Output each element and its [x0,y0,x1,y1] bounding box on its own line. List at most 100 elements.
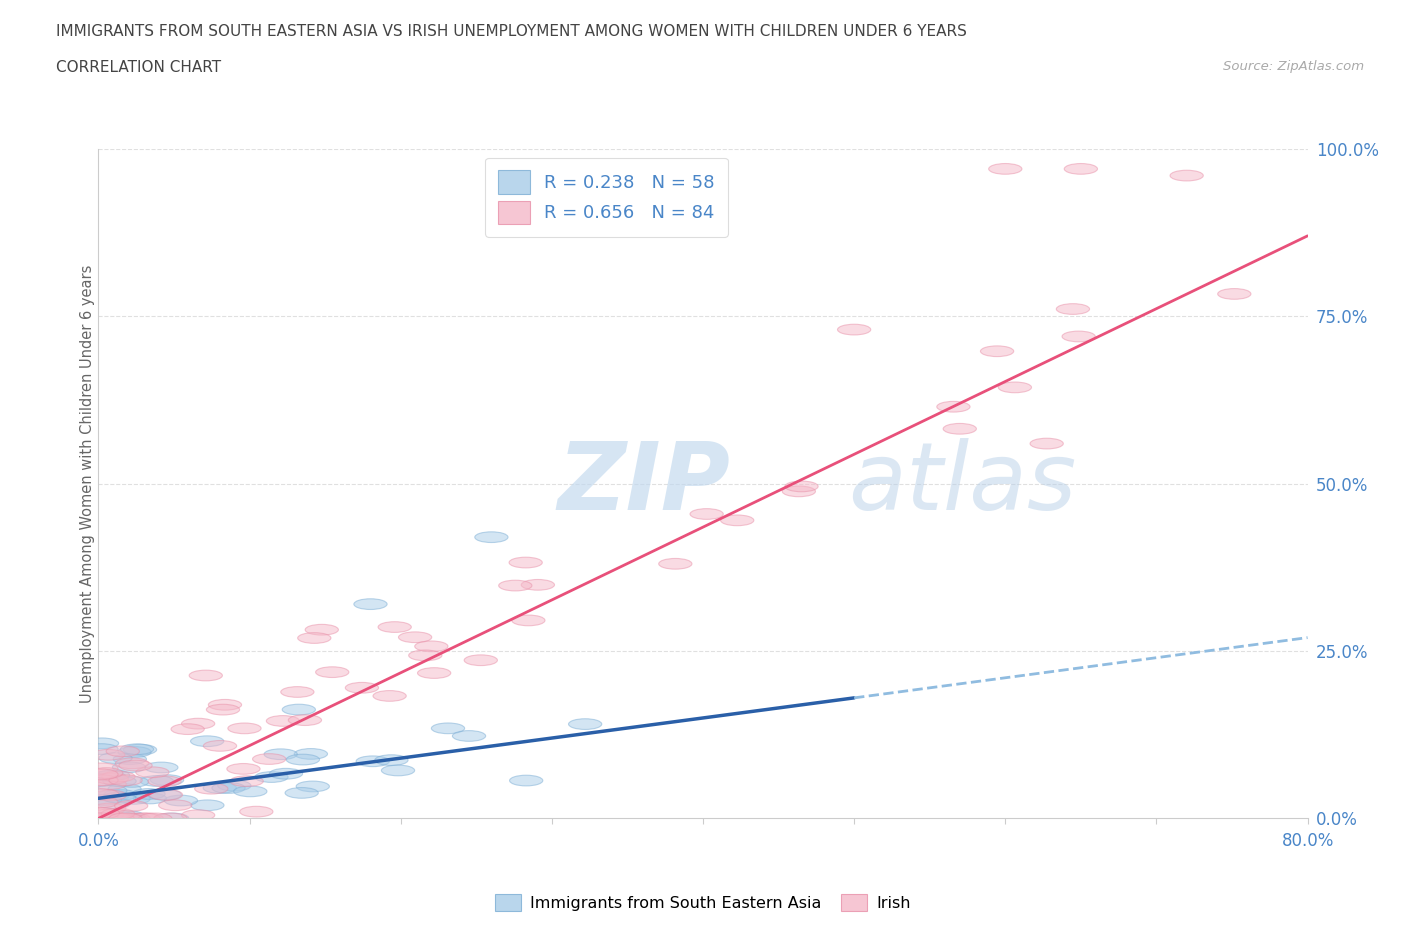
Ellipse shape [1064,164,1098,174]
Ellipse shape [181,718,215,729]
Ellipse shape [84,744,118,754]
Ellipse shape [297,781,329,791]
Ellipse shape [156,813,188,824]
Ellipse shape [943,423,976,434]
Ellipse shape [84,813,118,824]
Ellipse shape [1056,304,1090,314]
Ellipse shape [980,346,1014,356]
Ellipse shape [93,804,127,814]
Ellipse shape [782,486,815,497]
Ellipse shape [136,767,169,777]
Ellipse shape [93,813,127,824]
Ellipse shape [148,776,181,787]
Ellipse shape [117,793,150,804]
Text: CORRELATION CHART: CORRELATION CHART [56,60,221,75]
Ellipse shape [204,740,236,751]
Ellipse shape [354,599,387,609]
Ellipse shape [101,771,135,782]
Ellipse shape [281,686,314,698]
Ellipse shape [288,715,322,725]
Ellipse shape [190,671,222,681]
Ellipse shape [522,579,554,591]
Ellipse shape [91,750,125,760]
Ellipse shape [117,813,150,824]
Ellipse shape [936,402,970,412]
Ellipse shape [121,744,153,754]
Ellipse shape [148,790,181,800]
Ellipse shape [90,809,124,820]
Ellipse shape [464,655,498,666]
Ellipse shape [475,532,508,542]
Ellipse shape [239,806,273,817]
Ellipse shape [346,683,378,693]
Ellipse shape [94,785,127,796]
Ellipse shape [228,723,262,734]
Ellipse shape [84,769,118,779]
Ellipse shape [499,580,531,591]
Ellipse shape [124,744,156,755]
Ellipse shape [134,793,166,804]
Ellipse shape [294,749,328,759]
Ellipse shape [285,788,318,798]
Ellipse shape [86,737,118,749]
Ellipse shape [104,790,136,801]
Ellipse shape [159,800,191,811]
Ellipse shape [150,775,184,786]
Ellipse shape [453,731,485,741]
Ellipse shape [266,715,299,726]
Ellipse shape [84,813,118,824]
Ellipse shape [98,813,132,824]
Ellipse shape [415,641,449,652]
Ellipse shape [93,771,125,781]
Ellipse shape [101,813,134,824]
Ellipse shape [118,747,150,757]
Ellipse shape [432,723,464,734]
Ellipse shape [111,811,145,821]
Ellipse shape [90,767,122,778]
Ellipse shape [115,777,149,788]
Ellipse shape [108,775,142,786]
Ellipse shape [212,783,245,793]
Ellipse shape [127,813,160,824]
Y-axis label: Unemployment Among Women with Children Under 6 years: Unemployment Among Women with Children U… [80,264,94,703]
Ellipse shape [89,794,121,805]
Ellipse shape [253,753,285,764]
Ellipse shape [512,615,546,626]
Ellipse shape [398,631,432,643]
Ellipse shape [690,509,723,519]
Ellipse shape [98,752,132,764]
Ellipse shape [194,783,228,794]
Legend: R = 0.238   N = 58, R = 0.656   N = 84: R = 0.238 N = 58, R = 0.656 N = 84 [485,158,728,237]
Ellipse shape [1031,438,1063,449]
Text: IMMIGRANTS FROM SOUTH EASTERN ASIA VS IRISH UNEMPLOYMENT AMONG WOMEN WITH CHILDR: IMMIGRANTS FROM SOUTH EASTERN ASIA VS IR… [56,24,967,39]
Ellipse shape [785,481,818,492]
Ellipse shape [108,784,141,794]
Ellipse shape [298,632,330,644]
Ellipse shape [356,756,389,766]
Ellipse shape [132,789,165,799]
Ellipse shape [103,792,136,803]
Ellipse shape [568,719,602,729]
Ellipse shape [165,795,198,806]
Ellipse shape [110,813,142,824]
Ellipse shape [101,808,135,819]
Ellipse shape [1062,331,1095,342]
Text: atlas: atlas [848,438,1077,529]
Ellipse shape [145,762,179,773]
Ellipse shape [1170,170,1204,181]
Ellipse shape [141,776,173,787]
Ellipse shape [93,790,127,801]
Ellipse shape [998,382,1032,392]
Ellipse shape [86,776,118,787]
Ellipse shape [103,776,136,787]
Ellipse shape [270,768,302,779]
Ellipse shape [375,755,408,765]
Ellipse shape [218,780,252,791]
Ellipse shape [231,776,263,787]
Ellipse shape [381,765,415,776]
Ellipse shape [108,813,142,824]
Ellipse shape [254,772,288,782]
Ellipse shape [105,746,139,757]
Ellipse shape [129,813,163,824]
Ellipse shape [114,801,148,811]
